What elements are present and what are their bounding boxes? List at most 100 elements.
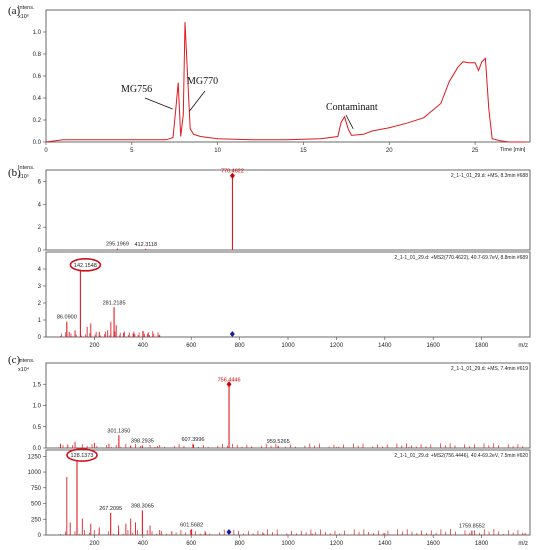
y-tick-label: 0.6 <box>33 74 42 80</box>
y-axis-label: Intens. <box>18 5 35 11</box>
x-tick-label: 400 <box>138 541 149 547</box>
y-tick-label: 4 <box>38 267 42 273</box>
precursor-marker <box>229 331 235 337</box>
y-tick-label: 1250 <box>28 454 42 460</box>
annotation-label: MG756 <box>121 84 152 95</box>
panel-label-b: (b) <box>8 167 21 179</box>
y-tick-label: 3 <box>38 284 42 290</box>
highlight-ellipse <box>66 448 98 462</box>
ms2-spectrum-b: 2_1-1_01_29.d: +MS2(770.4622), 40.7-69.7… <box>38 251 531 349</box>
y-ticks: 0.0 0.2 0.4 0.6 0.8 1.0 <box>33 30 46 146</box>
y-axis-exponent: x10⁴ <box>18 366 30 373</box>
spectrum-info: 2_1-1_01_29.d: +MS2(756.4446), 40.4-69.2… <box>394 453 528 459</box>
highlight-ellipse <box>69 258 102 272</box>
peak-label: 295.1969 <box>106 242 129 248</box>
annotation-leader <box>144 97 173 110</box>
peak-label: 959.5265 <box>267 439 290 445</box>
y-axis-label: Intens. <box>18 165 35 171</box>
peak-label: 128.1373 <box>71 453 94 459</box>
y-tick-label: 6 <box>38 179 42 185</box>
panel-label-c: (c) <box>8 354 21 366</box>
y-tick-label: 1 <box>38 318 42 324</box>
x-tick-label: 1800 <box>475 541 489 547</box>
y-axis-exponent: x10⁶ <box>18 13 29 20</box>
x-tick-label: 800 <box>235 541 246 547</box>
annotation-label: Contaminant <box>326 102 378 113</box>
y-tick-label: 1.0 <box>33 404 42 410</box>
y-tick-label: 0.4 <box>33 96 42 102</box>
ms-spectrum-c: Intens. x10⁴ 2_1-1_01_29.d: +MS, 7.4min #6… <box>18 358 531 452</box>
annotation-leader <box>188 90 206 112</box>
peak-label: 281.2185 <box>103 300 126 306</box>
x-axis-label: Time [min] <box>500 147 526 153</box>
y-tick-label: 1000 <box>28 470 42 476</box>
x-tick-label: 5 <box>130 148 134 154</box>
spectrum-info: 2_1-1_01_29.d: +MS2(770.4622), 40.7-69.7… <box>394 255 528 261</box>
chromatogram-panel: Intens. x10⁶ Time [min] 0.0 0.2 0.4 0.6 0.8 1… <box>18 5 531 154</box>
annotation-leader <box>345 114 354 129</box>
x-tick-label: 1000 <box>281 541 295 547</box>
spectrum-frame <box>45 251 531 338</box>
peak-label: 756.4446 <box>218 377 241 383</box>
peak-label: 412.3118 <box>135 242 158 248</box>
y-tick-label: 0 <box>38 533 42 539</box>
x-tick-label: 1400 <box>378 343 392 349</box>
x-tick-label: 1200 <box>330 541 344 547</box>
x-tick-label: 600 <box>186 541 197 547</box>
x-tick-label: 10 <box>214 148 221 154</box>
peak-annotations: MG756 MG770 Contaminant <box>121 76 378 129</box>
x-tick-label: 1200 <box>330 343 344 349</box>
y-tick-label: 0.2 <box>33 118 42 124</box>
x-tick-label: 15 <box>300 148 307 154</box>
y-axis-label: Intens. <box>18 358 35 364</box>
y-tick-label: 4 <box>38 202 42 208</box>
peak-label: 1759.8552 <box>459 524 485 530</box>
y-tick-label: 2 <box>38 225 42 231</box>
peak-label: 601.5682 <box>180 522 203 528</box>
precursor-marker <box>229 172 235 179</box>
peak-label: 770.4622 <box>221 169 244 175</box>
y-tick-label: 1.0 <box>33 30 42 36</box>
peak-label: 86.0900 <box>57 315 77 321</box>
panel-label-a: (a) <box>8 5 21 17</box>
peak-label: 301.1350 <box>107 428 130 434</box>
peak-label: 267.2095 <box>99 506 122 512</box>
x-tick-label: 1800 <box>475 343 489 349</box>
x-tick-label: 600 <box>186 343 197 349</box>
spectrum-info: 2_1-1_01_29.d: +MS, 7.4min #619 <box>451 366 528 372</box>
chromatogram-frame <box>45 9 531 143</box>
x-tick-label: 200 <box>89 343 100 349</box>
y-tick-label: 1.5 <box>33 382 42 388</box>
peak-label: 607.3996 <box>182 437 205 443</box>
y-tick-label: 750 <box>31 486 42 492</box>
peak-label: 398.3065 <box>131 503 154 509</box>
x-axis-label: m/z <box>518 541 528 547</box>
spectrum-frame <box>45 169 531 251</box>
annotation-label: MG770 <box>187 76 218 87</box>
precursor-marker <box>226 381 232 388</box>
x-tick-label: 1000 <box>281 343 295 349</box>
ms2-spectrum-c: 2_1-1_01_29.d: +MS2(756.4446), 40.4-69.2… <box>28 448 531 547</box>
peak-label: 142.1548 <box>74 263 97 269</box>
chromatogram-trace <box>45 22 527 143</box>
y-tick-label: 0.0 <box>33 446 42 452</box>
y-tick-label: 250 <box>31 517 42 523</box>
precursor-marker <box>226 529 232 535</box>
x-axis-label: m/z <box>518 343 528 349</box>
x-tick-label: 0 <box>44 148 48 154</box>
y-tick-label: 0.5 <box>33 425 42 431</box>
y-tick-label: 0 <box>38 248 42 254</box>
x-tick-label: 1400 <box>378 541 392 547</box>
ms-spectrum-b: Intens. x10⁵ 2_1-1_01_29.d: +MS, 8.3min #6… <box>18 165 531 254</box>
peak-label: 398.2935 <box>131 438 154 444</box>
y-tick-label: 500 <box>31 502 42 508</box>
x-tick-label: 1600 <box>427 541 441 547</box>
spectrum-info: 2_1-1_01_29.d: +MS, 8.3min #688 <box>451 173 528 179</box>
y-axis-exponent: x10⁵ <box>18 173 29 180</box>
x-tick-label: 800 <box>235 343 246 349</box>
x-tick-label: 400 <box>138 343 149 349</box>
x-tick-label: 25 <box>472 148 479 154</box>
x-ticks: 0 5 10 15 20 25 <box>44 142 479 154</box>
y-tick-label: 0 <box>38 335 42 341</box>
